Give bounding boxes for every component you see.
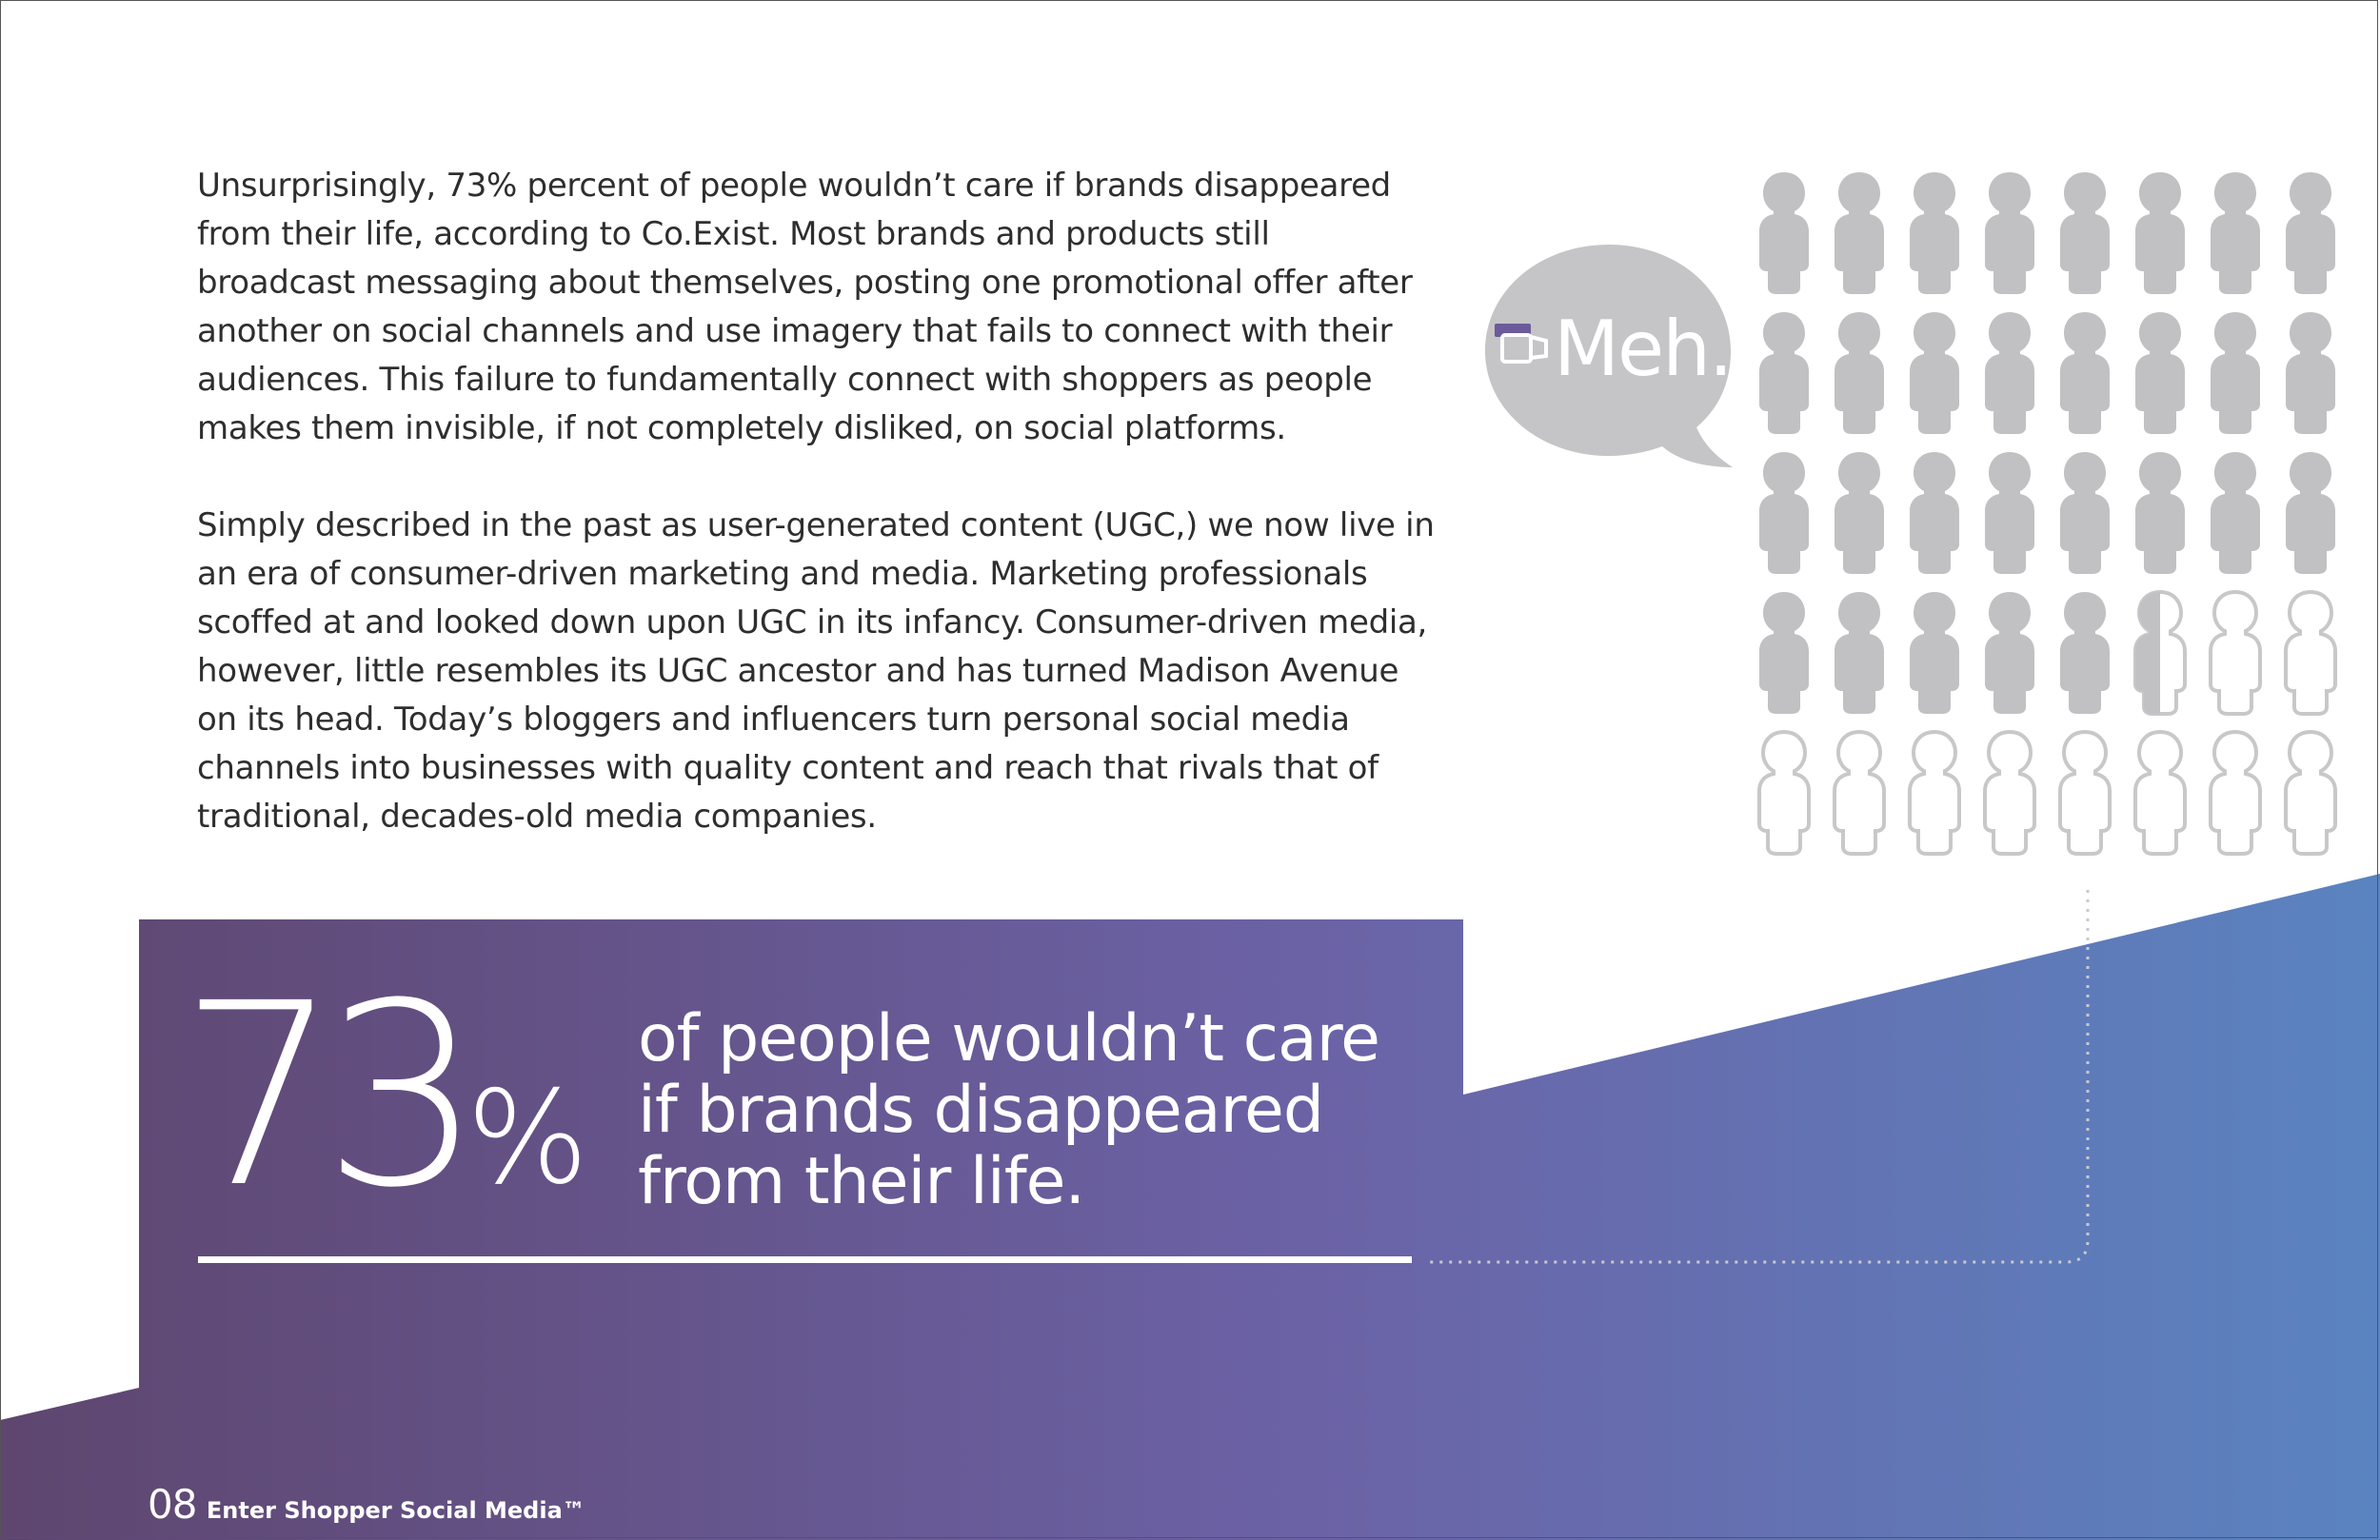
person-icon — [1759, 452, 1809, 574]
stat-percent-sign: % — [466, 1063, 589, 1213]
person-icon — [2060, 592, 2110, 714]
person-icon — [2060, 312, 2110, 434]
person-icon — [2284, 729, 2337, 856]
speech-bubble — [1485, 245, 1733, 467]
person-icon — [1757, 729, 1811, 856]
person-icon — [2135, 452, 2185, 574]
thumbs-down-icon — [1495, 324, 1548, 364]
person-icon — [1910, 452, 1959, 574]
person-icon — [2060, 172, 2110, 294]
person-icon — [1985, 452, 2034, 574]
stat-underline — [198, 1256, 1412, 1263]
person-icon — [2286, 312, 2335, 434]
person-icon — [1835, 452, 1884, 574]
footer-title: Enter Shopper Social Media™ — [206, 1497, 585, 1524]
people-grid — [1757, 172, 2337, 856]
person-icon — [2133, 589, 2187, 716]
person-icon — [1910, 592, 1959, 714]
person-icon — [1835, 312, 1884, 434]
person-icon — [2286, 172, 2335, 294]
person-icon — [1759, 312, 1809, 434]
stat-caption-line: of people wouldn’t care — [638, 1001, 1380, 1076]
person-icon — [1908, 729, 1961, 856]
person-icon — [2211, 312, 2260, 434]
body-paragraph-1: Unsurprisingly, 73% percent of people wo… — [197, 167, 1413, 447]
person-icon — [1759, 172, 1809, 294]
speech-bubble-text: Meh. — [1554, 305, 1733, 393]
person-icon — [1833, 729, 1886, 856]
person-icon — [2058, 729, 2112, 856]
person-icon — [1835, 592, 1884, 714]
person-icon — [1910, 172, 1959, 294]
person-icon — [1910, 312, 1959, 434]
person-icon — [1985, 172, 2034, 294]
page-footer: 08 Enter Shopper Social Media™ — [148, 1481, 585, 1528]
person-icon — [2135, 172, 2185, 294]
stat-caption: of people wouldn’t care if brands disapp… — [638, 1001, 1380, 1219]
person-icon — [1983, 729, 2036, 856]
stat-caption-line: from their life. — [638, 1144, 1085, 1219]
person-icon — [2211, 172, 2260, 294]
person-icon — [1835, 172, 1884, 294]
person-icon — [2135, 312, 2185, 434]
stat-caption-line: if brands disappeared — [638, 1073, 1324, 1148]
person-icon-partial-fill — [2135, 592, 2160, 714]
stat-number: 73 — [179, 950, 483, 1243]
person-icon — [2209, 589, 2262, 716]
page-number: 08 — [148, 1481, 197, 1528]
person-icon — [2286, 452, 2335, 574]
gradient-band-shape — [0, 874, 2380, 1540]
person-icon — [1985, 312, 2034, 434]
person-icon — [1759, 592, 1809, 714]
body-paragraph-2: Simply described in the past as user-gen… — [197, 506, 1435, 836]
person-icon — [1985, 592, 2034, 714]
person-icon — [2060, 452, 2110, 574]
person-icon — [2209, 729, 2262, 856]
person-icon — [2133, 729, 2187, 856]
person-icon — [2211, 452, 2260, 574]
person-icon — [2284, 589, 2337, 716]
